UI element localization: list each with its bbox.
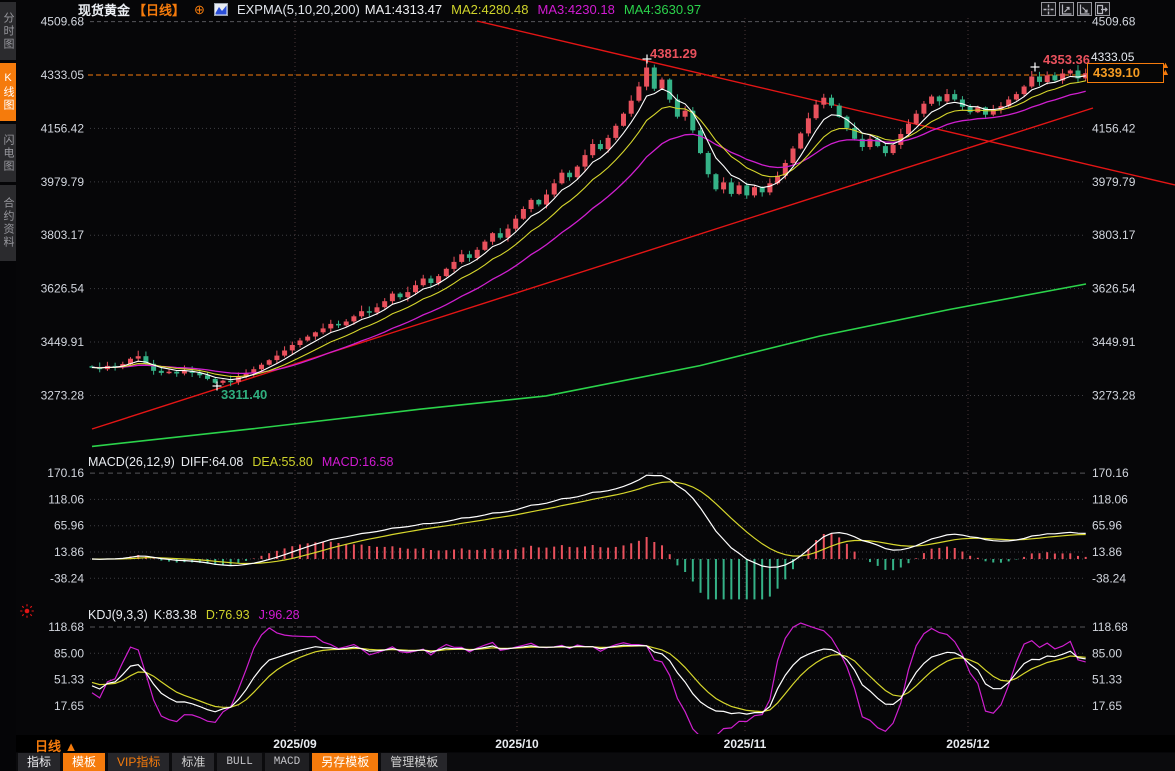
ma4-value-label: MA4:3630.97 <box>623 1 702 17</box>
kdj-axis-label: 17.65 <box>54 699 84 713</box>
macd-axis-label: 118.06 <box>1092 492 1128 506</box>
price-axis-label: 3449.91 <box>1092 335 1136 349</box>
kdj-axis-label: 85.00 <box>1092 646 1122 660</box>
macd-axis-label: 13.86 <box>1092 545 1122 559</box>
x-axis-label: 2025/10 <box>495 737 539 751</box>
kdj-gridlines <box>90 626 1086 707</box>
recent-high-price-label: 4353.36 <box>1043 52 1090 67</box>
macd-axis-label: 170.16 <box>47 466 84 480</box>
macd-axis-label: 65.96 <box>1092 519 1122 533</box>
scale-left-icon[interactable] <box>1059 2 1074 16</box>
price-axis-label: 3626.54 <box>1092 282 1136 296</box>
kdj-axis-label: 51.33 <box>1092 673 1122 687</box>
macd-dea-label: DEA:55.80 <box>252 455 313 469</box>
peak-price-label: 4381.29 <box>650 46 697 61</box>
kdj-axis-label: 118.68 <box>48 620 84 634</box>
sidebar-item-flash-chart[interactable]: 闪电图 <box>0 124 16 182</box>
kdj-axis-label: 51.33 <box>54 673 84 687</box>
scale-right-icon[interactable] <box>1077 2 1092 16</box>
sidebar-item-contract-info[interactable]: 合约资料 <box>0 185 16 261</box>
price-axis-label: 4509.68 <box>1092 15 1136 29</box>
price-axis-label: 3979.79 <box>1092 175 1136 189</box>
x-axis-label: 2025/11 <box>723 737 767 751</box>
macd-lines <box>91 474 1086 568</box>
ma1-value-label: MA1:4313.47 <box>364 1 443 17</box>
price-axis-label: 3803.17 <box>1092 228 1136 242</box>
symbol-name: 现货黄金 <box>78 2 131 18</box>
alert-signal-icon[interactable] <box>19 603 35 619</box>
macd-title: MACD(26,12,9) <box>88 455 175 469</box>
main-gridlines <box>88 21 1086 396</box>
chart-toolbar <box>1041 2 1110 16</box>
macd-histogram <box>98 533 1087 600</box>
kdj-k-label: K:83.38 <box>153 608 197 622</box>
tab-standard[interactable]: 标准 <box>172 753 215 771</box>
double-up-arrow-icon: ▲ ▲ <box>1161 60 1170 77</box>
pivot-markers <box>212 54 1040 391</box>
macd-axis-label: 170.16 <box>1092 466 1129 480</box>
ma2-value-label: MA2:4280.48 <box>451 1 529 17</box>
ma200-line <box>91 283 1087 448</box>
macd-pane-header[interactable]: MACD(26,12,9) DIFF:64.08 DEA:55.80 MACD:… <box>88 455 393 469</box>
macd-axis-label: 118.06 <box>48 492 84 506</box>
price-axis-label: 3979.79 <box>41 175 85 189</box>
macd-axis-label: 13.86 <box>54 545 84 559</box>
kdj-d-label: D:76.93 <box>205 608 250 622</box>
ref-price-axis-label: 4333.05 <box>1091 50 1135 64</box>
price-axis-label: 3803.17 <box>41 228 85 242</box>
tab-manage-template[interactable]: 管理模板 <box>381 753 448 771</box>
tab-bull[interactable]: BULL <box>217 753 262 771</box>
tab-indicators[interactable]: 指标 <box>18 753 61 771</box>
vertical-gridlines <box>294 18 969 733</box>
price-axis-label: 3273.28 <box>41 388 85 402</box>
x-axis-label: 2025/09 <box>273 737 317 751</box>
price-axis-label: 3449.91 <box>41 335 85 349</box>
tab-macd[interactable]: MACD <box>264 753 310 771</box>
macd-axis-label: -38.24 <box>50 571 84 585</box>
ma3-value-label: MA3:4230.18 <box>537 1 615 17</box>
kdj-lines <box>91 622 1086 734</box>
kdj-j-label: J:96.28 <box>258 608 300 622</box>
export-icon[interactable] <box>1095 2 1110 16</box>
kdj-axis-label: 118.68 <box>1092 620 1128 634</box>
sidebar-item-timeline-chart[interactable]: 分时图 <box>0 2 16 60</box>
chart-header: 现货黄金 【日线】 ⊕ EXPMA(5,10,20,200) MA1:4313.… <box>78 1 702 18</box>
price-axis-label: 3626.54 <box>41 282 85 296</box>
x-axis-label: 2025/12 <box>946 737 990 751</box>
price-axis-label: 4509.68 <box>41 15 85 29</box>
macd-axis-label: -38.24 <box>1092 571 1126 585</box>
kdj-title: KDJ(9,3,3) <box>88 608 148 622</box>
x-axis-row: 日线 ▲ 2025/09 2025/10 2025/11 2025/12 <box>16 735 1175 754</box>
moving-averages-layer <box>91 75 1086 381</box>
bottom-tab-bar: 指标 模板 VIP指标 标准 BULL MACD 另存模板 管理模板 <box>16 753 1175 771</box>
macd-hist-label: MACD:16.58 <box>321 455 394 469</box>
macd-axis-label: 65.96 <box>54 519 84 533</box>
indicator-icon[interactable] <box>213 2 228 16</box>
tab-save-template[interactable]: 另存模板 <box>312 753 379 771</box>
last-price-box: 4339.10 <box>1087 63 1164 83</box>
price-axis-label: 4156.42 <box>1092 121 1136 135</box>
macd-diff-label: DIFF:64.08 <box>180 455 244 469</box>
sidebar: 分时图 K线图 闪电图 合约资料 <box>0 0 16 771</box>
kdj-axis-label: 85.00 <box>54 646 84 660</box>
tab-vip-indicators[interactable]: VIP指标 <box>108 753 170 771</box>
pan-icon[interactable] <box>1041 2 1056 16</box>
kdj-pane-header[interactable]: KDJ(9,3,3) K:83.38 D:76.93 J:96.28 <box>88 608 300 622</box>
sidebar-item-kline-chart[interactable]: K线图 <box>0 63 16 121</box>
macd-gridlines <box>90 472 1086 579</box>
period-selector[interactable]: 日线 ▲ <box>35 739 78 754</box>
price-axis-label: 4333.05 <box>41 68 85 82</box>
add-overlay-icon[interactable]: ⊕ <box>194 1 205 17</box>
indicator-name-label: EXPMA(5,10,20,200) <box>236 1 360 17</box>
tab-template[interactable]: 模板 <box>63 753 106 771</box>
price-axis-label: 4156.42 <box>41 121 85 135</box>
trendline <box>91 107 1094 430</box>
low-price-label: 3311.40 <box>221 387 268 402</box>
kdj-axis-label: 17.65 <box>1092 699 1122 713</box>
price-axis-label: 3273.28 <box>1092 388 1136 402</box>
period-tag[interactable]: 【日线】 <box>133 2 186 18</box>
